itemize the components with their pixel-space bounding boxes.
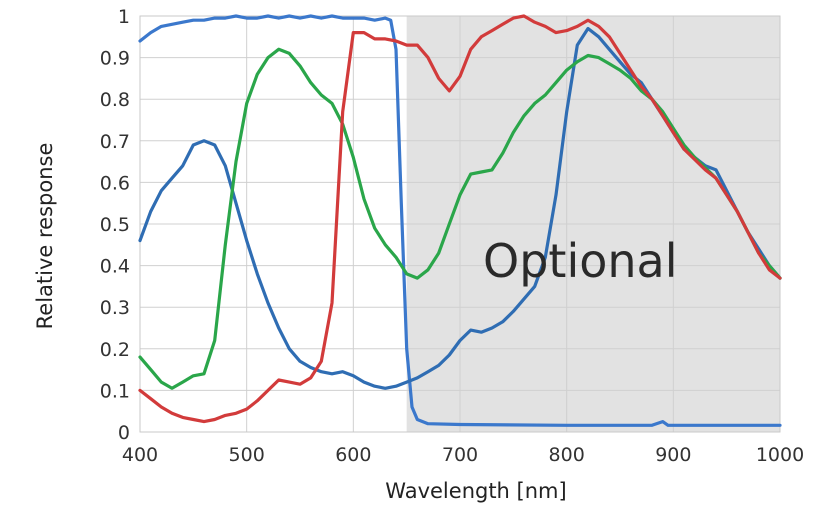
y-tick-label: 0.2 (100, 339, 130, 361)
plot-frame (139, 15, 781, 433)
y-tick-labels: 0 0.1 0.2 0.3 0.4 0.5 0.6 0.7 0.8 0.9 1 (100, 6, 130, 444)
x-axis-label: Wavelength [nm] (385, 479, 566, 503)
x-tick-label: 1000 (756, 444, 804, 466)
x-tick-label: 600 (335, 444, 371, 466)
x-tick-label: 900 (655, 444, 691, 466)
x-tick-label: 800 (549, 444, 585, 466)
series-line-red (138, 14, 782, 424)
y-axis-label: Relative response (33, 143, 57, 330)
x-tick-label: 700 (442, 444, 478, 466)
x-tick-label: 500 (229, 444, 265, 466)
y-tick-label: 0.1 (100, 380, 130, 402)
series-line-green (138, 47, 782, 390)
series-line-near-ir-cut (138, 14, 782, 427)
y-tick-label: 0.3 (100, 297, 130, 319)
y-tick-label: 1 (118, 6, 130, 28)
y-tick-label: 0.7 (100, 131, 130, 153)
series-lines (138, 14, 782, 427)
x-tick-labels: 400 500 600 700 800 900 1000 (122, 444, 804, 466)
y-tick-label: 0.4 (100, 256, 130, 278)
y-tick-label: 0.9 (100, 48, 130, 70)
y-tick-label: 0.8 (100, 89, 130, 111)
y-tick-label: 0.6 (100, 172, 130, 194)
optional-annotation: Optional (483, 234, 678, 288)
y-tick-label: 0 (118, 422, 130, 444)
y-tick-label: 0.5 (100, 214, 130, 236)
x-tick-label: 400 (122, 444, 158, 466)
